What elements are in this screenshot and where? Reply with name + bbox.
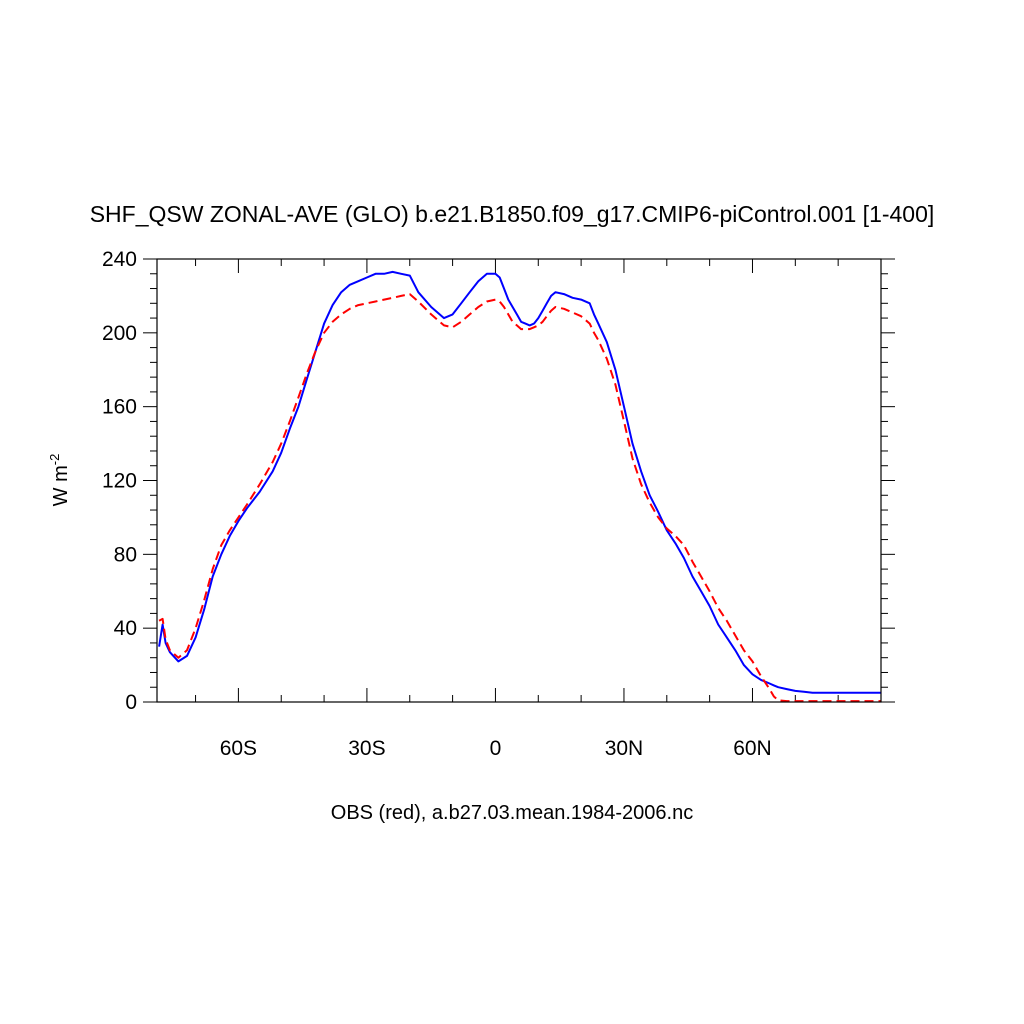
obs-series-line	[158, 293, 881, 703]
y-tick-label: 200	[102, 322, 137, 345]
y-axis-label-exponent: -2	[47, 454, 62, 466]
x-tick-label: 30S	[348, 737, 385, 760]
model-series-line	[158, 270, 881, 694]
y-tick-label: 240	[102, 248, 137, 271]
y-axis-label-base: W m	[50, 465, 72, 506]
y-tick-label: 0	[125, 691, 137, 714]
x-tick-label: 60N	[733, 737, 772, 760]
x-axis: 60S 30S 0 30N 60N	[220, 259, 772, 760]
y-tick-label: 40	[114, 617, 137, 640]
x-tick-label: 0	[490, 737, 502, 760]
y-tick-label: 120	[102, 470, 137, 493]
y-tick-label: 160	[102, 396, 137, 419]
x-axis-label: OBS (red), a.b27.03.mean.1984-2006.nc	[331, 802, 693, 824]
y-axis: 0 40 80 120 160 200 240	[102, 248, 895, 714]
series-layer	[158, 270, 881, 703]
y-axis-label: W m-2	[47, 454, 72, 507]
y-tick-label: 80	[114, 543, 137, 566]
x-tick-label: 30N	[605, 737, 644, 760]
x-tick-label: 60S	[220, 737, 257, 760]
plot-frame	[156, 258, 882, 703]
chart-title: SHF_QSW ZONAL-AVE (GLO) b.e21.B1850.f09_…	[90, 201, 935, 227]
